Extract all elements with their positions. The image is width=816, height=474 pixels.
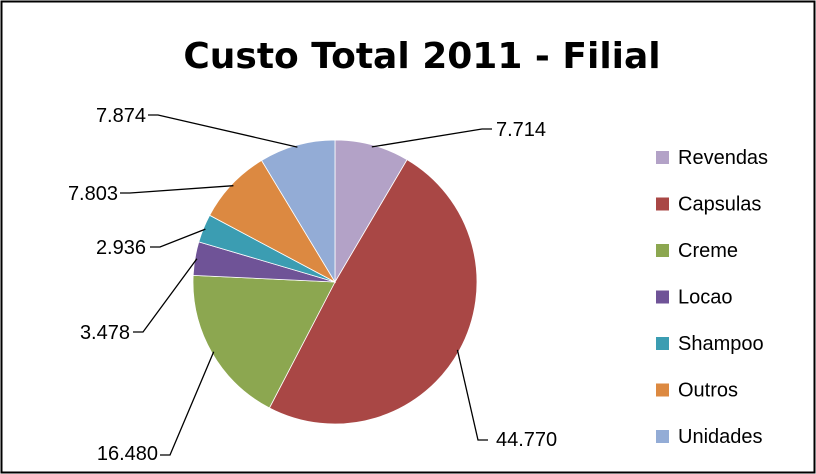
data-label-locao: 3.478 xyxy=(80,322,130,344)
pie-slice-unidades xyxy=(261,139,336,284)
legend-label-shampoo: Shampoo xyxy=(678,333,764,355)
data-label-capsulas: 44.770 xyxy=(496,429,557,451)
legend-swatch-revendas xyxy=(656,151,669,164)
legend-swatch-locao xyxy=(656,290,669,304)
leader-line-revendas xyxy=(371,128,492,148)
data-label-unidades: 7.874 xyxy=(96,105,146,127)
leader-line-outros xyxy=(120,185,234,194)
leader-lines xyxy=(120,114,492,456)
data-label-shampoo: 2.936 xyxy=(96,237,146,259)
legend-label-revendas: Revendas xyxy=(678,147,768,169)
leader-line-capsulas xyxy=(456,349,488,441)
legend-label-locao: Locao xyxy=(678,287,733,309)
data-label-creme: 16.480 xyxy=(97,443,158,465)
pie-slices xyxy=(192,139,478,425)
legend-swatch-outros xyxy=(656,383,669,397)
legend-swatch-shampoo xyxy=(656,337,669,350)
legend-swatch-creme xyxy=(656,244,669,257)
chart-title: Custo Total 2011 - Filial xyxy=(183,36,660,77)
legend-label-creme: Creme xyxy=(678,240,738,262)
leader-line-shampoo xyxy=(150,228,206,248)
legend-swatch-capsulas xyxy=(656,197,669,211)
data-label-revendas: 7.714 xyxy=(496,119,546,141)
legend: Revendas Capsulas Creme Locao Shampoo Outros U… xyxy=(656,147,768,448)
legend-label-outros: Outros xyxy=(678,380,738,402)
pie-slice-creme xyxy=(192,274,336,409)
pie-slice-capsulas xyxy=(268,159,478,425)
legend-swatch-unidades xyxy=(656,430,669,443)
leader-line-unidades xyxy=(148,114,298,148)
data-label-outros: 7.803 xyxy=(68,183,118,205)
leader-line-locao xyxy=(133,258,198,333)
data-labels: 7.714 44.770 16.480 3.478 2.936 7.803 7.874 xyxy=(68,105,557,465)
legend-label-unidades: Unidades xyxy=(678,426,763,448)
leader-line-creme xyxy=(160,351,215,456)
legend-label-capsulas: Capsulas xyxy=(678,194,761,216)
